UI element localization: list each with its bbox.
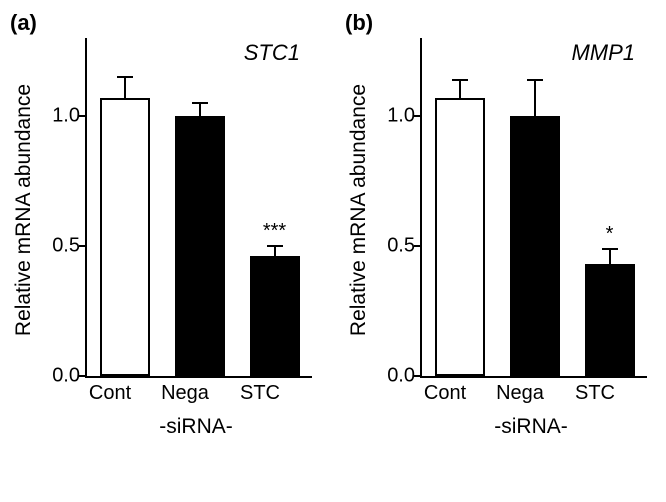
panel-a-cat-2: STC — [227, 382, 293, 405]
ytick-label: 0.5 — [40, 235, 80, 258]
figure-root: (a) STC1 Relative mRNA abundance 0.00.51… — [0, 0, 666, 502]
panel-a-xlabel: -siRNA- — [62, 415, 330, 439]
bar-cont — [100, 98, 150, 376]
panel-b-cat-0: Cont — [412, 382, 478, 405]
bar-nega — [175, 116, 225, 376]
panel-a-cat-0: Cont — [77, 382, 143, 405]
panel-b-cat-2: STC — [562, 382, 628, 405]
errorbar-cap — [192, 102, 208, 104]
ytick — [414, 375, 422, 377]
ytick-label: 0.0 — [375, 365, 415, 388]
panel-b-ylabel: Relative mRNA abundance — [347, 0, 371, 210]
errorbar — [459, 80, 461, 98]
bar-nega — [510, 116, 560, 376]
errorbar-cap — [117, 76, 133, 78]
panel-b-xlabel: -siRNA- — [397, 415, 665, 439]
ytick-label: 0.5 — [375, 235, 415, 258]
panel-a-ylabel: Relative mRNA abundance — [12, 0, 36, 210]
errorbar-cap — [602, 248, 618, 250]
ytick — [79, 375, 87, 377]
ytick — [79, 245, 87, 247]
errorbar — [199, 103, 201, 116]
errorbar-cap — [452, 79, 468, 81]
errorbar — [534, 80, 536, 116]
ytick — [414, 115, 422, 117]
ytick-label: 1.0 — [375, 105, 415, 128]
bar-stc — [250, 256, 300, 376]
bar-stc — [585, 264, 635, 376]
ytick-label: 0.0 — [40, 365, 80, 388]
errorbar-cap — [267, 245, 283, 247]
ytick — [79, 115, 87, 117]
panel-a-plot: 0.00.51.0*** — [85, 38, 312, 378]
panel-a-cat-1: Nega — [152, 382, 218, 405]
errorbar — [609, 249, 611, 265]
ytick-label: 1.0 — [40, 105, 80, 128]
panel-b-plot: 0.00.51.0* — [420, 38, 647, 378]
bar-cont — [435, 98, 485, 376]
errorbar-cap — [527, 79, 543, 81]
panel-a: (a) STC1 Relative mRNA abundance 0.00.51… — [10, 10, 330, 490]
errorbar — [124, 77, 126, 98]
panel-b-cat-1: Nega — [487, 382, 553, 405]
panel-b: (b) MMP1 Relative mRNA abundance 0.00.51… — [345, 10, 665, 490]
significance-marker: * — [590, 223, 630, 246]
errorbar — [274, 246, 276, 256]
significance-marker: *** — [255, 220, 295, 243]
ytick — [414, 245, 422, 247]
